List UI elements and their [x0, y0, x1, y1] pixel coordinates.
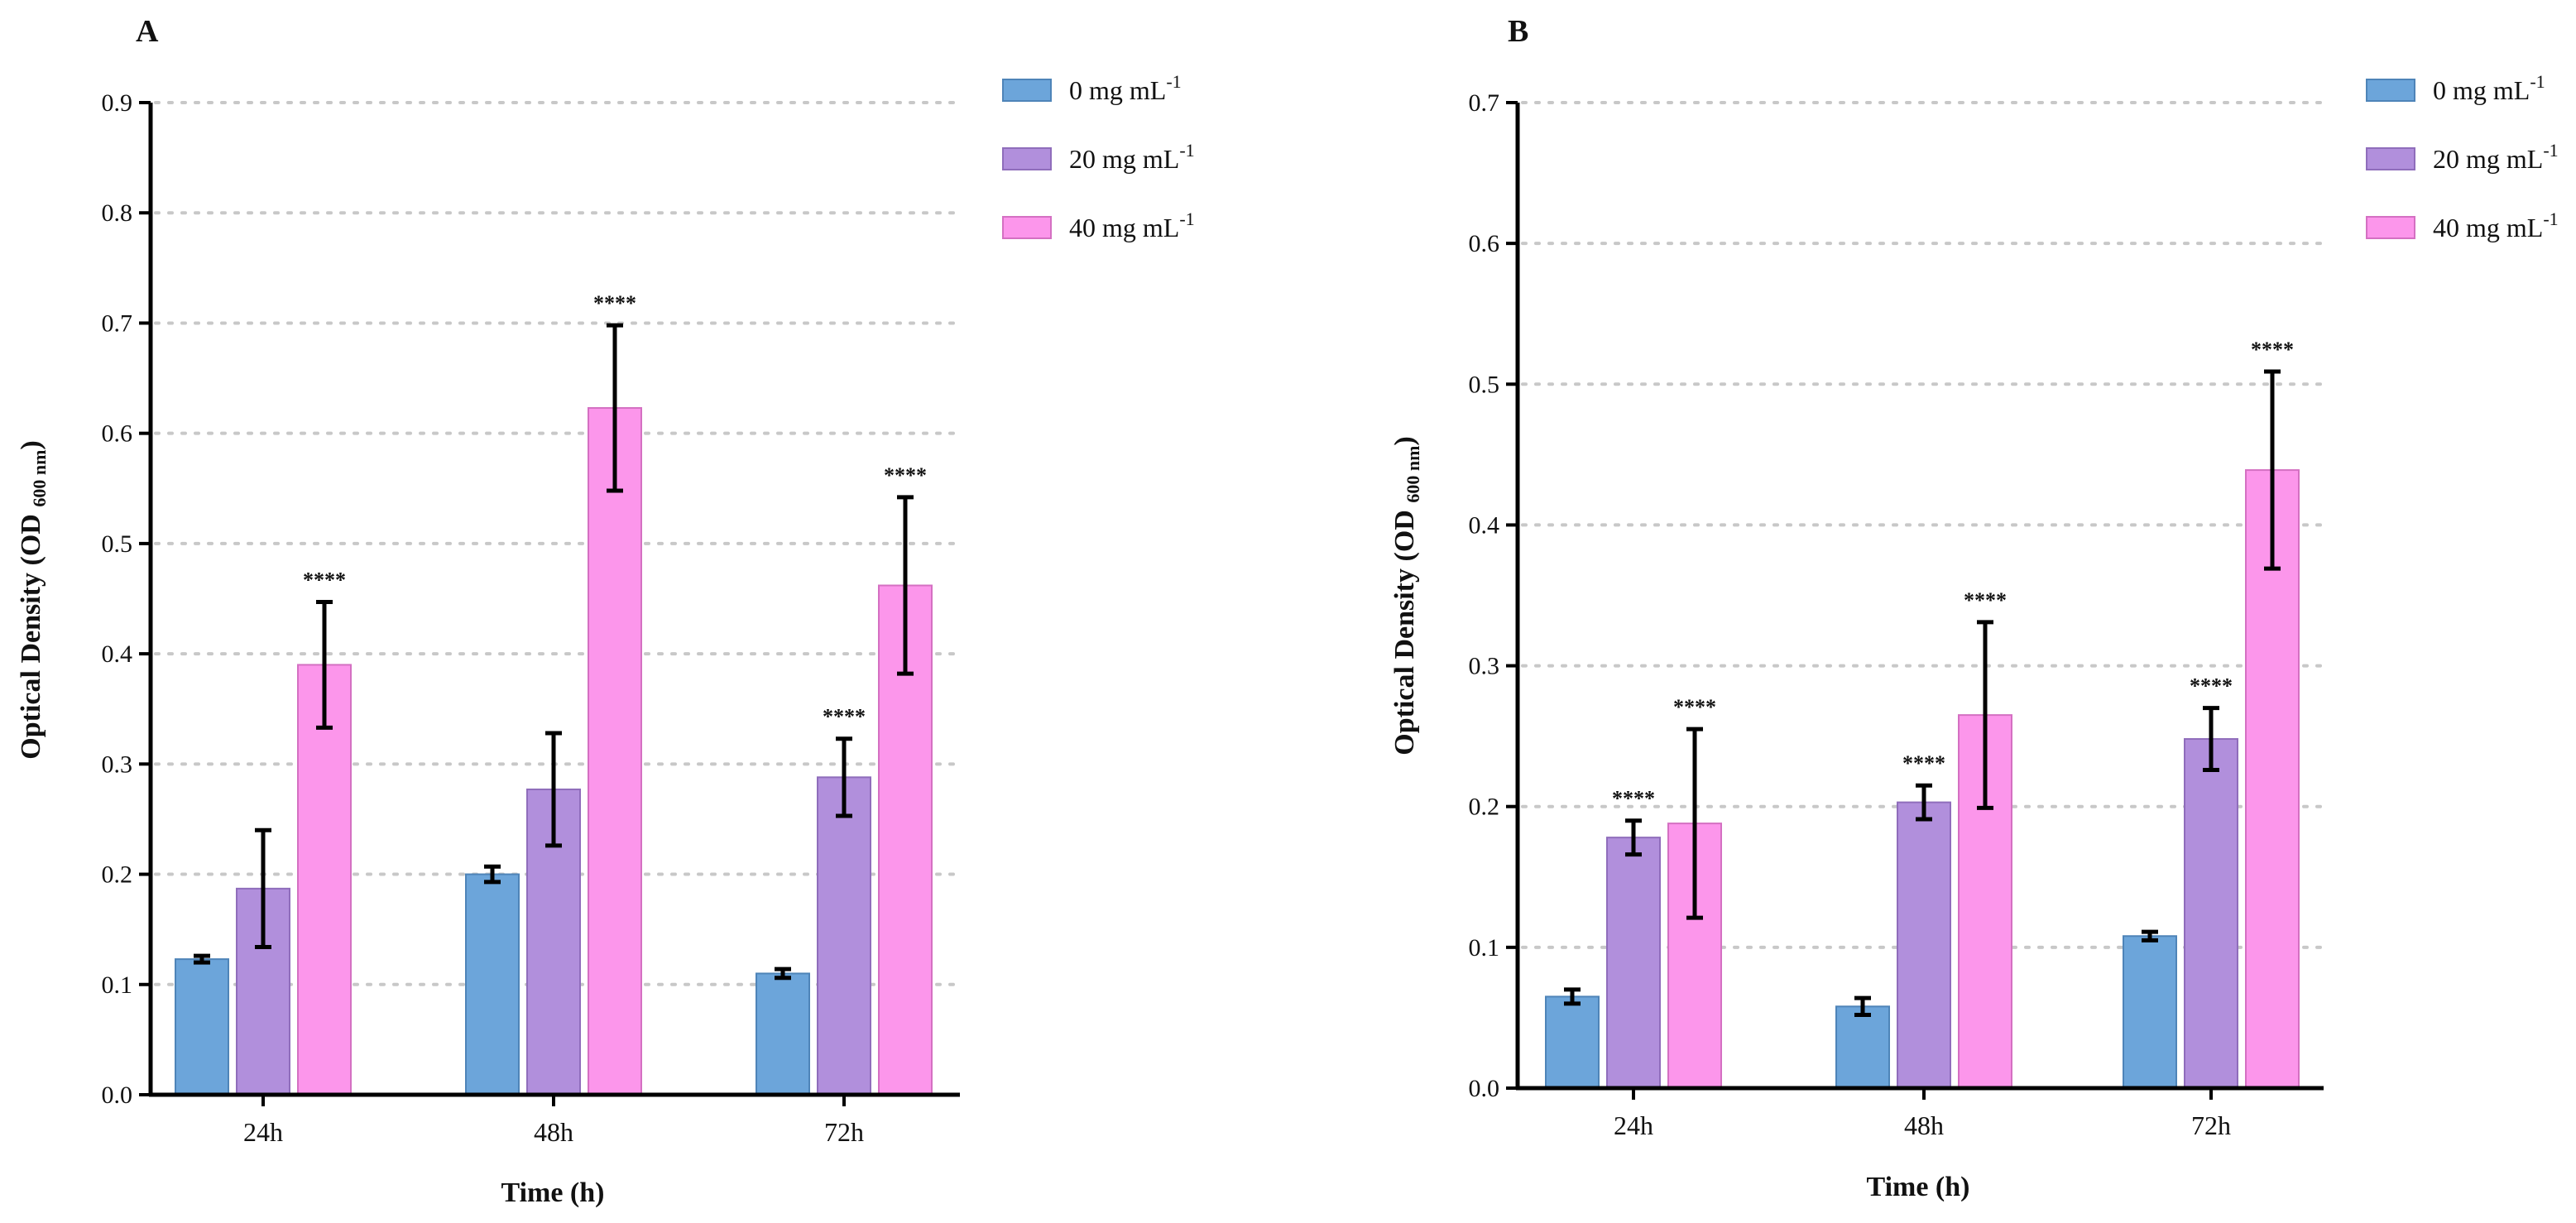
- significance-label: ****: [1902, 751, 1945, 775]
- bar-48h-series-0: [465, 873, 520, 1096]
- legend-swatch-series-2: [1002, 216, 1052, 239]
- legend-swatch-series-1: [2366, 147, 2415, 170]
- legend-swatch-series-2: [2366, 216, 2415, 239]
- significance-label: ****: [2190, 674, 2233, 698]
- y-axis-title-sub-b: 600 nm: [1403, 446, 1423, 503]
- y-axis-title-close-a: ): [16, 440, 46, 449]
- significance-label: ****: [823, 705, 866, 729]
- y-tick-label: 0.2: [1469, 794, 1500, 821]
- y-tick-label: 0.0: [102, 1082, 133, 1109]
- y-axis-title-close-b: ): [1389, 436, 1420, 445]
- y-tick-label: 0.8: [102, 199, 133, 227]
- significance-label: ****: [1612, 787, 1655, 811]
- legend-label-series-0: 0 mg mL-1: [2433, 71, 2545, 105]
- y-tick-label: 0.7: [1469, 89, 1500, 117]
- significance-label: ****: [884, 463, 927, 487]
- legend-label-series-2: 40 mg mL-1: [1069, 209, 1195, 242]
- y-tick-label: 0.4: [1469, 511, 1500, 539]
- x-tick-label: 72h: [2191, 1110, 2231, 1140]
- x-axis-title-a: Time (h): [501, 1177, 605, 1208]
- y-axis-title-main-b: Optical Density (OD: [1389, 503, 1420, 755]
- x-tick-label: 48h: [534, 1117, 573, 1147]
- legend-swatch-series-1: [1002, 147, 1052, 170]
- x-tick-label: 24h: [1614, 1110, 1653, 1140]
- bar-72h-series-0: [756, 972, 810, 1096]
- y-tick-label: 0.1: [1469, 934, 1500, 962]
- y-tick-label: 0.0: [1469, 1075, 1500, 1102]
- legend-label-series-0: 0 mg mL-1: [1069, 71, 1182, 105]
- y-tick-label: 0.1: [102, 971, 133, 999]
- y-axis-title-a: Optical Density (OD 600 nm): [16, 440, 50, 759]
- significance-label: ****: [593, 291, 636, 315]
- significance-label: ****: [1964, 588, 2007, 612]
- y-axis-title-b: Optical Density (OD 600 nm): [1389, 436, 1423, 755]
- significance-label: ****: [2251, 338, 2294, 362]
- y-tick-label: 0.3: [1469, 653, 1500, 680]
- panel-label-b: B: [1508, 14, 1528, 49]
- bar-48h-series-1: [1897, 801, 1951, 1089]
- bar-24h-series-0: [1545, 995, 1600, 1089]
- bar-48h-series-2: [588, 407, 642, 1096]
- y-tick-label: 0.6: [1469, 230, 1500, 257]
- legend-swatch-series-0: [1002, 79, 1052, 102]
- significance-label: ****: [1673, 695, 1716, 719]
- legend-swatch-series-0: [2366, 79, 2415, 102]
- y-tick-label: 0.3: [102, 751, 133, 778]
- bar-24h-series-0: [175, 958, 229, 1096]
- chart-panel-a: A Time (h) Optical Density (OD 600 nm) 0…: [16, 14, 1195, 1208]
- y-tick-label: 0.9: [102, 89, 133, 117]
- y-tick-label: 0.7: [102, 309, 133, 337]
- x-tick-label: 48h: [1904, 1110, 1944, 1140]
- y-tick-label: 0.2: [102, 861, 133, 889]
- y-axis-title-main-a: Optical Density (OD: [16, 507, 46, 760]
- legend-label-series-1: 20 mg mL-1: [1069, 140, 1195, 174]
- significance-label: ****: [303, 568, 346, 592]
- y-tick-label: 0.6: [102, 420, 133, 448]
- y-tick-label: 0.5: [1469, 371, 1500, 398]
- bar-72h-series-1: [2184, 738, 2238, 1089]
- x-tick-label: 72h: [824, 1117, 864, 1147]
- y-tick-label: 0.5: [102, 530, 133, 558]
- legend-label-series-1: 20 mg mL-1: [2433, 140, 2559, 174]
- x-axis-title-b: Time (h): [1867, 1172, 1970, 1202]
- chart-panel-b: B Time (h) Optical Density (OD 600 nm) 0…: [1389, 14, 2559, 1202]
- bar-48h-series-0: [1835, 1005, 1890, 1089]
- y-axis-title-sub-a: 600 nm: [29, 450, 50, 507]
- bar-72h-series-0: [2123, 935, 2177, 1090]
- bar-24h-series-1: [1606, 837, 1661, 1089]
- x-tick-label: 24h: [243, 1117, 283, 1147]
- legend-label-series-2: 40 mg mL-1: [2433, 209, 2559, 242]
- bar-72h-series-1: [817, 776, 871, 1096]
- panel-label-a: A: [136, 14, 159, 49]
- y-tick-label: 0.4: [102, 640, 133, 668]
